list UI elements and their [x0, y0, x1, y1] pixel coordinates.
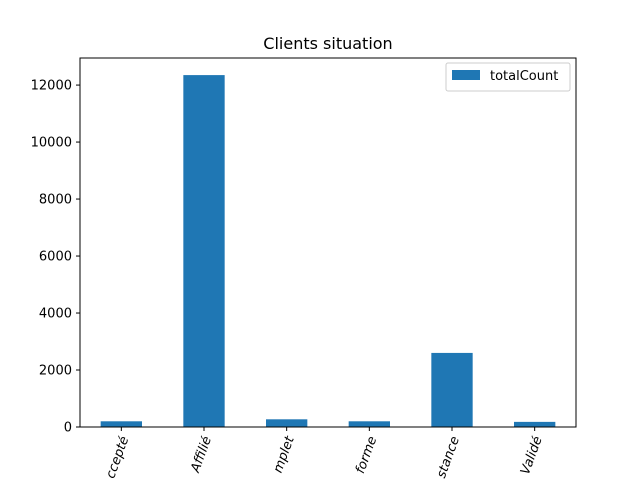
y-tick-label-2: 4000 — [39, 307, 72, 322]
x-tick-label-5: Validé — [518, 434, 546, 476]
legend: totalCount — [445, 62, 571, 92]
chart-title: Clients situation — [263, 34, 392, 53]
y-tick-label-1: 2000 — [39, 364, 72, 379]
bars-group — [100, 75, 556, 427]
y-tick-label-6: 12000 — [31, 79, 72, 94]
legend-label: totalCount — [490, 69, 558, 84]
bar-1 — [183, 75, 225, 427]
bar-5 — [514, 421, 556, 427]
legend-swatch — [452, 70, 480, 80]
y-tick-label-5: 10000 — [31, 136, 72, 151]
x-axis: ccepté Affilié mplet forme stance Validé — [103, 427, 546, 480]
bar-4 — [431, 352, 473, 427]
y-tick-label-3: 6000 — [39, 250, 72, 265]
y-axis: 0 2000 4000 6000 8000 10000 12000 — [31, 79, 80, 436]
x-tick-label-3: forme — [353, 434, 380, 475]
y-tick-label-0: 0 — [64, 421, 72, 436]
plot-frame — [79, 57, 577, 428]
y-tick-label-4: 8000 — [39, 193, 72, 208]
bar-2 — [266, 419, 308, 427]
x-tick-label-2: mplet — [271, 434, 298, 475]
x-tick-label-1: Affilié — [188, 434, 215, 475]
bar-3 — [348, 421, 390, 427]
bar-0 — [100, 421, 142, 427]
x-tick-label-4: stance — [434, 434, 463, 480]
x-tick-label-0: ccepté — [103, 434, 132, 480]
